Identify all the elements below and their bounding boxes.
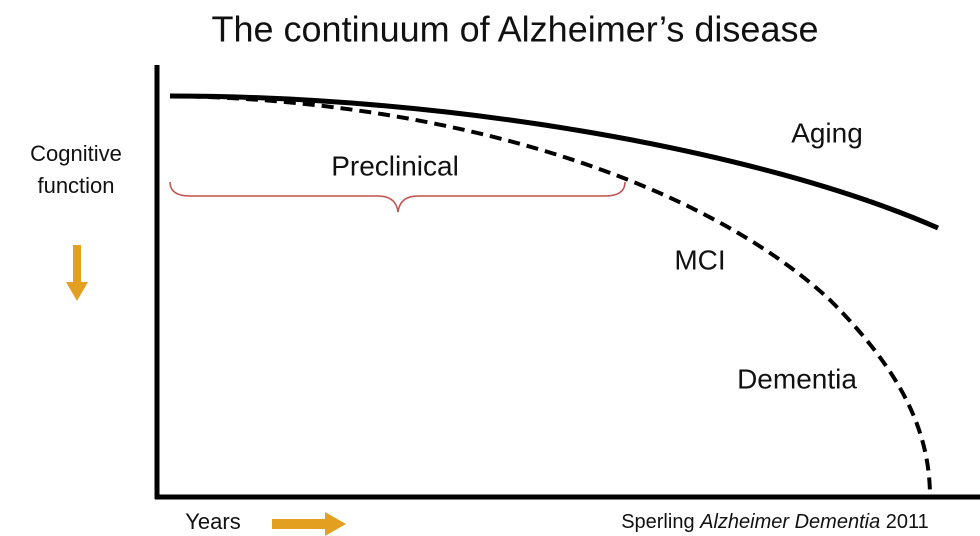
aging-label: Aging [791, 117, 863, 148]
mci-label: MCI [674, 244, 725, 275]
preclinical-brace [169, 181, 626, 213]
aging-curve [169, 93, 940, 231]
dementia-label: Dementia [737, 363, 857, 394]
x-axis-label: Years [185, 509, 240, 534]
dementia-curve [169, 94, 932, 498]
preclinical-label: Preclinical [331, 150, 459, 181]
citation: Sperling Alzheimer Dementia 2011 [621, 511, 929, 533]
citation-author: Sperling [621, 511, 694, 533]
y-axis-label: function [37, 173, 114, 198]
citation-journal: Alzheimer Dementia [699, 511, 880, 533]
y-axis-label: Cognitive [30, 141, 122, 166]
down-arrow [66, 245, 88, 301]
title: The continuum of Alzheimer’s disease [212, 9, 819, 50]
citation-year: 2011 [886, 511, 929, 533]
right-arrow [272, 512, 346, 536]
